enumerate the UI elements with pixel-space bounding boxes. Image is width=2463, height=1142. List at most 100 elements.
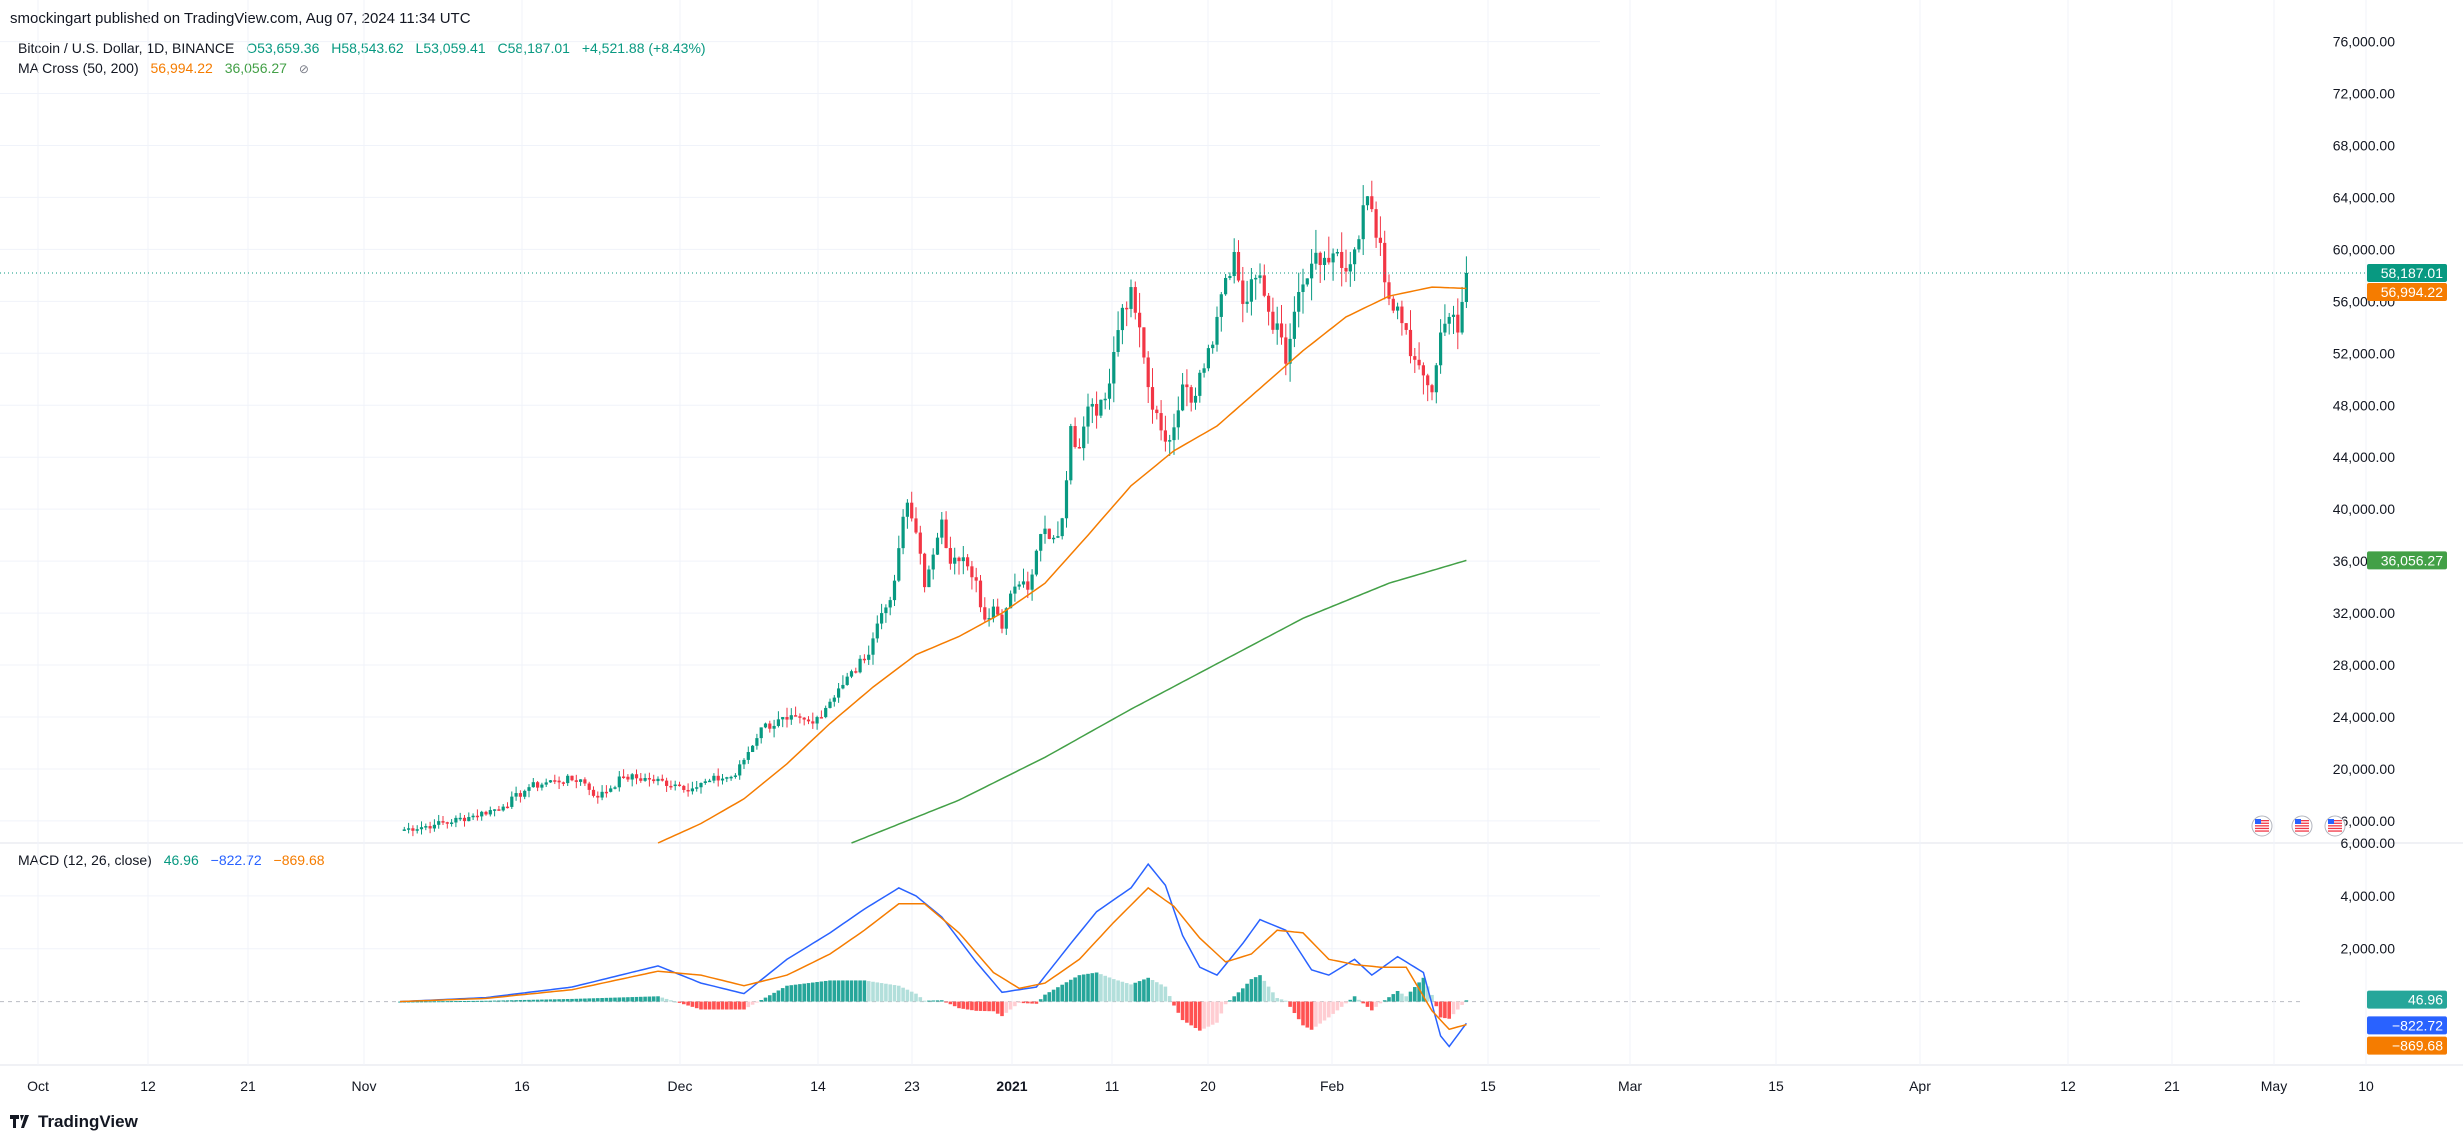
candle-down: [1404, 323, 1408, 330]
candle-up: [1249, 279, 1253, 302]
macd-histogram-bar: [673, 1001, 677, 1003]
macd-histogram-bar: [729, 1001, 733, 1010]
macd-histogram-bar: [819, 981, 824, 1002]
candle-up: [432, 824, 436, 829]
candle-up: [673, 784, 677, 787]
macd-histogram-bar: [1279, 999, 1284, 1002]
candle-up: [1335, 251, 1339, 254]
macd-histogram-bar: [1215, 1001, 1219, 1023]
macd-histogram-bar: [780, 988, 785, 1002]
macd-legend-label[interactable]: MACD (12, 26, close): [18, 852, 152, 868]
candle-up: [1219, 294, 1223, 317]
macd-histogram-bar: [1219, 1001, 1224, 1014]
candle-down: [505, 806, 510, 809]
candle-up: [1365, 196, 1370, 206]
macd-histogram-bar: [789, 985, 794, 1002]
macd-histogram-bar: [613, 997, 617, 1002]
candle-up: [1275, 323, 1279, 330]
low-value: L53,059.41: [415, 40, 486, 56]
candle-up: [1181, 384, 1185, 411]
ma-legend-label[interactable]: MA Cross (50, 200): [18, 60, 139, 76]
candle-up: [1305, 278, 1309, 285]
macd-histogram-bar: [1365, 1001, 1370, 1007]
candle-up: [600, 791, 604, 798]
candle-up: [1120, 307, 1124, 331]
candle-up: [544, 782, 548, 785]
us-flag-event-icon[interactable]: [2251, 815, 2273, 837]
macd-histogram-bar: [561, 999, 566, 1002]
candle-down: [914, 518, 918, 533]
candle-down: [966, 557, 970, 567]
candle-down: [596, 795, 600, 798]
candle-down: [428, 826, 432, 829]
candle-up: [471, 815, 475, 818]
candle-up: [789, 715, 793, 720]
candle-down: [665, 780, 669, 786]
macd-histogram-bar: [759, 999, 763, 1002]
macd-histogram-bar: [639, 996, 643, 1002]
candle-up: [1301, 284, 1305, 292]
eye-off-icon[interactable]: ⊘: [298, 62, 309, 76]
candle-down: [1378, 237, 1382, 243]
time-tick-label: Nov: [352, 1078, 377, 1094]
publisher-header: smockingart published on TradingView.com…: [10, 10, 471, 27]
macd-histogram-bar: [974, 1001, 978, 1011]
macd-histogram-bar: [1434, 1001, 1439, 1007]
candle-down: [794, 715, 798, 717]
candle-up: [1245, 301, 1249, 304]
candle-down: [1155, 409, 1159, 414]
macd-signal-value: −869.68: [273, 852, 325, 868]
price-tick-label: 48,000.00: [2333, 397, 2395, 413]
macd-signal-badge-text: −869.68: [2392, 1038, 2443, 1054]
candle-up: [759, 727, 763, 739]
macd-histogram-bar: [1335, 1001, 1340, 1011]
candle-down: [1370, 196, 1374, 210]
candle-down: [854, 671, 858, 673]
price-tick-label: 32,000.00: [2333, 605, 2395, 621]
candle-up: [1460, 302, 1464, 333]
macd-histogram-bar: [1417, 982, 1421, 1002]
macd-histogram-bar: [1185, 1001, 1189, 1023]
candle-up: [630, 774, 634, 780]
macd-histogram-bar: [1163, 986, 1168, 1002]
macd-histogram-bar: [411, 1001, 415, 1003]
macd-histogram-bar: [600, 998, 604, 1002]
candle-up: [1129, 287, 1133, 309]
candle-down: [518, 793, 522, 797]
candle-down: [1387, 282, 1391, 299]
candle-down: [1344, 267, 1348, 272]
time-tick-label: 23: [904, 1078, 920, 1094]
candle-up: [1043, 528, 1047, 535]
macd-histogram-bar: [436, 1001, 441, 1003]
macd-histogram-bar: [987, 1001, 991, 1012]
macd-histogram-bar: [1245, 983, 1249, 1002]
macd-histogram-bar: [694, 1001, 699, 1009]
price-tick-label: 60,000.00: [2333, 241, 2395, 257]
macd-histogram-bar: [505, 1000, 510, 1002]
macd-histogram-bar: [1400, 993, 1404, 1002]
us-flag-event-icon[interactable]: [2291, 815, 2313, 837]
candle-up: [402, 829, 406, 831]
candle-down: [574, 780, 578, 782]
candle-up: [1064, 480, 1069, 519]
candle-up: [540, 784, 544, 788]
candle-up: [1060, 518, 1064, 537]
macd-histogram-bar: [428, 1001, 432, 1003]
macd-histogram-bar: [669, 1000, 673, 1002]
macd-histogram-bar: [1043, 994, 1047, 1002]
candle-up: [738, 764, 742, 776]
candle-up: [617, 776, 621, 788]
price-tick-label: 76,000.00: [2333, 34, 2395, 50]
candle-down: [682, 785, 686, 790]
ma200-value: 36,056.27: [224, 60, 287, 76]
candle-up: [1322, 257, 1327, 265]
macd-histogram-bar: [630, 997, 634, 1002]
candle-up: [763, 723, 768, 728]
footer-logo-text[interactable]: TradingView: [38, 1112, 138, 1131]
us-flag-event-icon[interactable]: [2324, 815, 2346, 837]
time-tick-label: Apr: [1909, 1078, 1931, 1094]
macd-histogram-bar: [462, 1000, 467, 1002]
macd-histogram-bar: [1387, 997, 1391, 1002]
symbol-title[interactable]: Bitcoin / U.S. Dollar, 1D, BINANCE: [18, 40, 235, 56]
